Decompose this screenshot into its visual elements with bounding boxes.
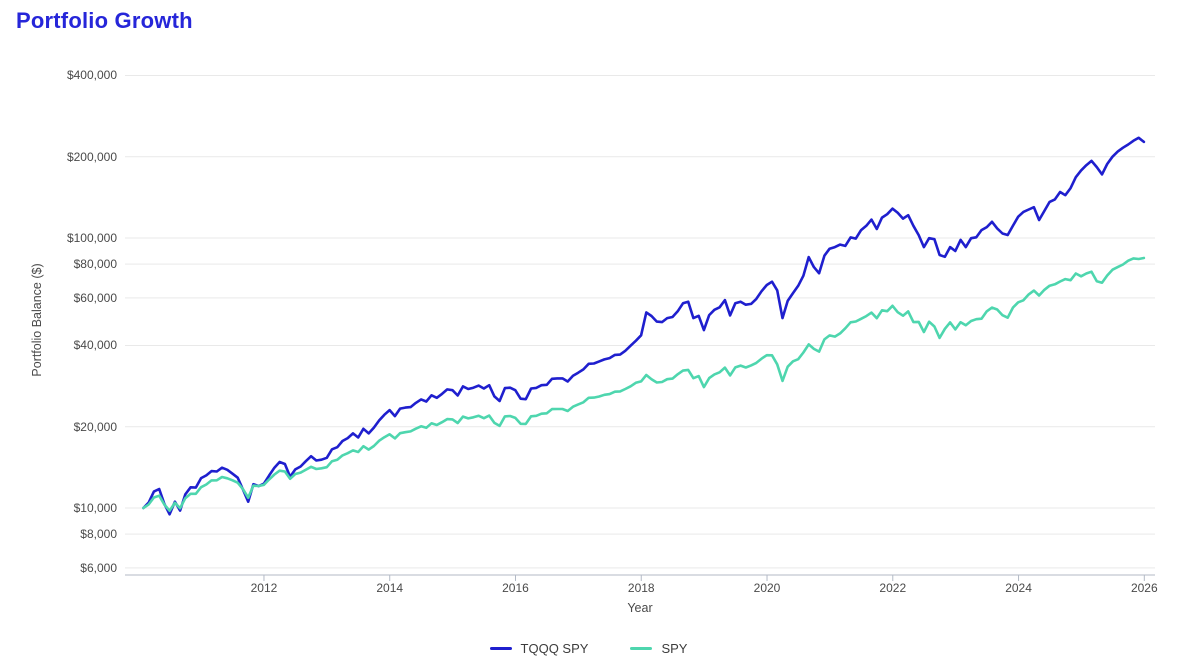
- legend-label-tqqq-spy: TQQQ SPY: [520, 641, 589, 656]
- gridlines: [125, 74, 1155, 569]
- legend: TQQQ SPY SPY: [0, 641, 1177, 656]
- series-line-tqqq-spy[interactable]: [142, 136, 1146, 516]
- y-tick-label: $20,000: [73, 419, 117, 434]
- y-tick-label: $100,000: [66, 231, 117, 245]
- x-tick-label: 2024: [1005, 581, 1032, 595]
- x-tick-label: 2018: [627, 581, 655, 595]
- legend-item-spy[interactable]: SPY: [630, 641, 687, 656]
- x-tick-label: 2026: [1130, 581, 1158, 595]
- legend-label-spy: SPY: [661, 641, 688, 656]
- x-tick-label: 2016: [502, 581, 529, 595]
- series-lines: [142, 136, 1146, 516]
- axis-lines: [125, 574, 1155, 581]
- legend-swatch-tqqq-spy: [489, 647, 512, 650]
- y-tick-label: $8,000: [80, 527, 117, 542]
- y-tick-label: $10,000: [73, 501, 117, 515]
- chart-title: Portfolio Growth: [16, 8, 193, 33]
- legend-swatch-spy: [630, 647, 653, 650]
- x-tick-label: 2020: [753, 581, 781, 595]
- y-tick-label: $200,000: [66, 149, 117, 164]
- x-axis-title: Year: [627, 601, 653, 615]
- series-line-spy[interactable]: [142, 256, 1146, 513]
- x-tick-label: 2022: [879, 581, 907, 595]
- x-tick-label: 2012: [250, 581, 278, 595]
- y-tick-label: $6,000: [80, 560, 117, 575]
- y-tick-label: $80,000: [73, 257, 117, 272]
- legend-item-tqqq-spy[interactable]: TQQQ SPY: [489, 641, 589, 656]
- y-tick-label: $60,000: [73, 290, 117, 305]
- x-tick-label: 2014: [376, 581, 404, 595]
- y-axis-title: Portfolio Balance ($): [30, 263, 44, 377]
- y-tick-label: $400,000: [66, 68, 117, 83]
- y-tick-label: $40,000: [73, 338, 117, 353]
